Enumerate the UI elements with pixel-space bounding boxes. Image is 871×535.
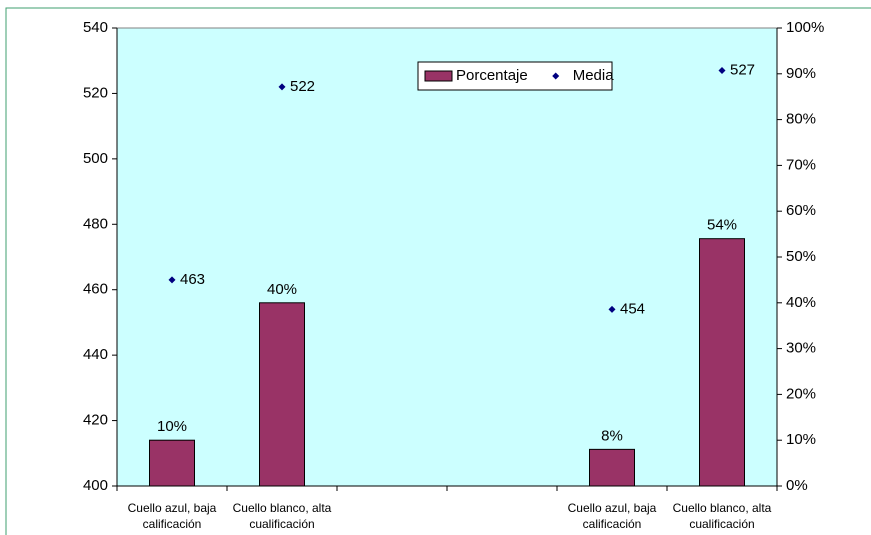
x-tick-label: Cuello blanco, alta cualificación: [232, 501, 332, 531]
y2-tick-label: 80%: [786, 111, 816, 128]
data-label: 8%: [601, 427, 623, 444]
chart-frame: [5, 7, 871, 535]
y2-tick-label: 50%: [786, 248, 816, 265]
bar: [589, 448, 635, 487]
x-tick-label: Cuello azul, baja calificación: [567, 501, 657, 531]
data-label: 40%: [267, 281, 297, 298]
y-tick-label: 480: [83, 215, 108, 232]
y2-tick-label: 20%: [786, 385, 816, 402]
data-label: 10%: [157, 418, 187, 435]
y-tick-label: 460: [83, 281, 108, 298]
bar: [149, 439, 195, 487]
data-label: 454: [620, 300, 645, 317]
bar: [699, 238, 745, 487]
legend-swatch: [552, 72, 560, 80]
marker: [718, 67, 726, 75]
x-tick-label: Cuello azul, baja calificación: [127, 501, 217, 531]
data-label: 527: [730, 61, 755, 78]
y-tick-label: 400: [83, 477, 108, 494]
data-label: 522: [290, 78, 315, 95]
y-tick-label: 440: [83, 346, 108, 363]
y2-tick-label: 90%: [786, 65, 816, 82]
marker: [168, 276, 176, 284]
y-tick-label: 540: [83, 19, 108, 36]
y2-tick-label: 70%: [786, 156, 816, 173]
y-tick-label: 420: [83, 412, 108, 429]
y2-tick-label: 30%: [786, 340, 816, 357]
y2-tick-label: 40%: [786, 294, 816, 311]
legend-swatch: [424, 70, 453, 82]
data-label: 54%: [707, 217, 737, 234]
marker: [278, 83, 286, 91]
bar: [259, 302, 305, 487]
marker: [608, 305, 616, 313]
y2-tick-label: 60%: [786, 202, 816, 219]
data-label: 463: [180, 271, 205, 288]
plot-area: [116, 27, 778, 487]
y-tick-label: 500: [83, 150, 108, 167]
y-tick-label: 520: [83, 84, 108, 101]
y2-tick-label: 0%: [786, 477, 808, 494]
legend-label: Media: [573, 67, 615, 84]
y2-tick-label: 10%: [786, 431, 816, 448]
y2-tick-label: 100%: [786, 19, 824, 36]
legend-label: Porcentaje: [456, 67, 528, 84]
x-tick-label: Cuello blanco, alta cualificación: [672, 501, 772, 531]
